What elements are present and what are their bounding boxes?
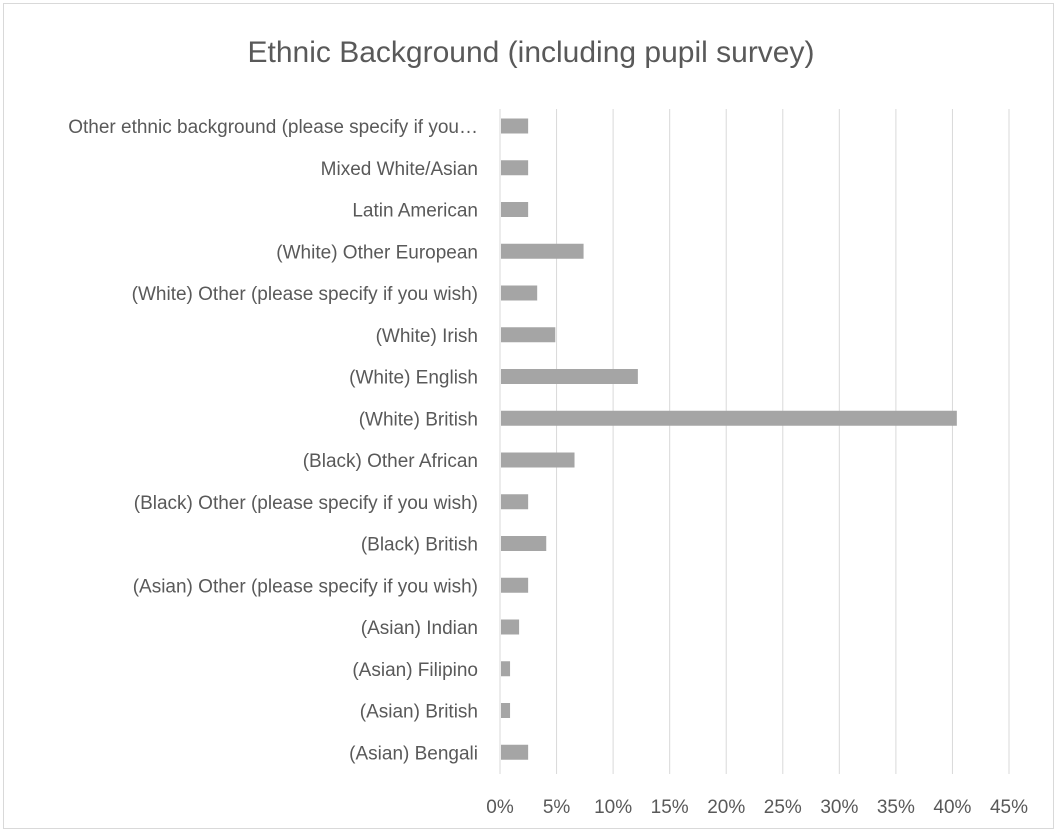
bar <box>501 285 538 301</box>
category-label: (Asian) Filipino <box>352 660 478 681</box>
bar <box>501 577 529 593</box>
category-label: (Black) Other African <box>303 451 478 472</box>
bar <box>501 202 529 217</box>
category-label: (White) Other European <box>276 242 478 263</box>
bar <box>501 160 529 176</box>
bar <box>501 703 511 718</box>
bar <box>501 327 556 343</box>
bar <box>501 536 547 551</box>
bar <box>501 369 638 384</box>
gridlines <box>556 109 1010 774</box>
x-tick-label: 10% <box>594 797 632 818</box>
x-axis-tick-labels: 0% 5% 10% 15% 20% 25% 30% 35% 40% 45% <box>486 797 1028 818</box>
category-label: (White) Irish <box>376 326 478 347</box>
category-label: Mixed White/Asian <box>321 159 478 180</box>
category-labels: (Asian) Bengali (Asian) British (Asian) Fi… <box>68 117 478 764</box>
bar <box>501 744 529 760</box>
bar-chart: Ethnic Background (including pupil surve… <box>68 36 1028 818</box>
x-tick-label: 35% <box>877 797 915 818</box>
bar <box>501 661 511 677</box>
x-tick-label: 45% <box>990 797 1028 818</box>
category-label: Latin American <box>352 201 478 222</box>
bar <box>501 243 584 259</box>
chart-frame: Ethnic Background (including pupil surve… <box>3 3 1054 829</box>
bar <box>501 452 575 468</box>
category-label: (White) British <box>359 409 478 430</box>
category-label: (White) English <box>349 368 478 389</box>
bar <box>501 118 529 134</box>
x-tick-label: 5% <box>543 797 571 818</box>
chart-title: Ethnic Background (including pupil surve… <box>248 36 815 69</box>
x-tick-label: 30% <box>820 797 858 818</box>
bars <box>501 118 957 760</box>
category-label: (Black) British <box>361 535 478 556</box>
x-tick-label: 0% <box>486 797 514 818</box>
x-tick-label: 20% <box>707 797 745 818</box>
x-tick-label: 40% <box>933 797 971 818</box>
category-label: Other ethnic background (please specify … <box>68 117 478 138</box>
category-label: (Asian) British <box>360 702 478 723</box>
category-label: (Asian) Indian <box>361 618 478 639</box>
category-label: (White) Other (please specify if you wis… <box>132 284 478 305</box>
bar <box>501 619 520 635</box>
x-tick-label: 15% <box>651 797 689 818</box>
bar <box>501 494 529 510</box>
category-label: (Asian) Bengali <box>349 743 478 764</box>
x-tick-label: 25% <box>764 797 802 818</box>
category-label: (Black) Other (please specify if you wis… <box>134 493 478 514</box>
category-label: (Asian) Other (please specify if you wis… <box>133 576 478 597</box>
bar <box>501 410 957 426</box>
